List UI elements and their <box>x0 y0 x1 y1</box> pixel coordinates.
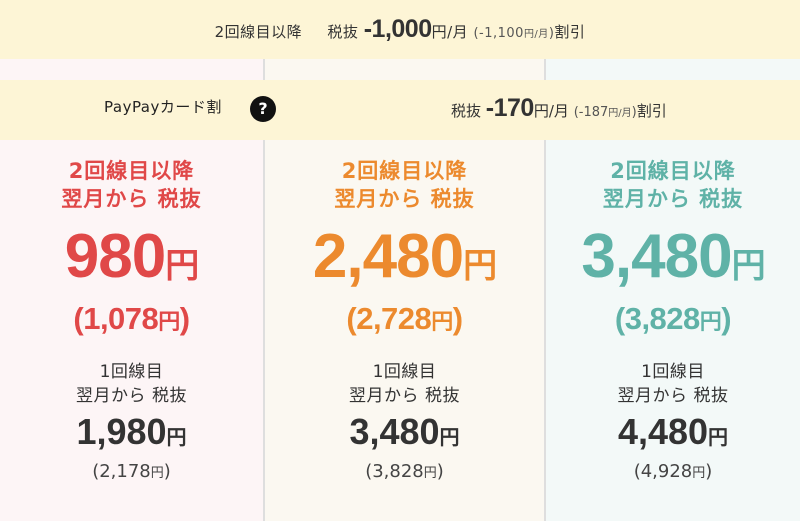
paren-open: (-187 <box>573 105 609 120</box>
column-divider <box>544 0 546 521</box>
first-line-price: 3,480円 <box>265 412 544 458</box>
sub-tax-open: (4,928 <box>633 461 693 482</box>
sub-tax-close: ) <box>436 461 444 482</box>
paren-close: ) <box>631 105 637 120</box>
plan-price-value: 3,480 <box>581 222 732 291</box>
band-gap <box>0 59 800 80</box>
plan-heading-line2: 翌月から 税抜 <box>61 187 202 211</box>
plan-column-3: 2回線目以降 翌月から 税抜 3,480円 (3,828円) 1回線目 翌月から… <box>546 140 800 486</box>
discount-unit: 円/月 <box>431 23 469 41</box>
paypay-card-label: PayPayカード割 <box>104 98 222 116</box>
plan-price-unit: 円 <box>463 247 497 285</box>
sub-tax-unit: 円 <box>150 466 164 481</box>
tax-close: ) <box>452 301 463 336</box>
paypay-tax-label: 税抜 <box>451 102 482 120</box>
plan-heading: 2回線目以降 翌月から 税抜 <box>265 157 544 213</box>
first-line-price-value: 1,980 <box>76 411 167 452</box>
band-gap-cell <box>546 59 800 80</box>
first-line-tax-included: (2,178円) <box>0 460 263 486</box>
plan-heading: 2回線目以降 翌月から 税抜 <box>546 157 800 213</box>
paypay-suffix: 割引 <box>636 102 667 120</box>
plan-price: 2,480円 <box>265 225 544 298</box>
discount-tax-label: 税抜 <box>327 23 359 41</box>
first-line-price-unit: 円 <box>439 427 460 449</box>
first-line-price-unit: 円 <box>708 427 729 449</box>
paypay-amount: -170 <box>485 94 535 122</box>
discount-amount: -1,000 <box>363 15 432 43</box>
plan-price-unit: 円 <box>165 247 199 285</box>
first-line-price-unit: 円 <box>166 427 187 449</box>
paypay-unit: 円/月 <box>533 102 569 120</box>
sub-tax-unit: 円 <box>423 466 437 481</box>
tax-open: (2,728 <box>346 301 432 336</box>
paren-open: (-1,100 <box>473 26 524 41</box>
plan-column-1: 2回線目以降 翌月から 税抜 980円 (1,078円) 1回線目 翌月から 税… <box>0 140 263 486</box>
plan-heading: 2回線目以降 翌月から 税抜 <box>0 157 263 213</box>
plan-price-tax-included: (1,078円) <box>0 299 263 342</box>
sub-tax-close: ) <box>705 461 713 482</box>
first-line-tax-included: (3,828円) <box>265 460 544 486</box>
first-line-heading: 1回線目 翌月から 税抜 <box>265 360 544 408</box>
first-line-tax-included: (4,928円) <box>546 460 800 486</box>
plan-heading-line1: 2回線目以降 <box>610 159 736 183</box>
band-gap-cell <box>265 59 544 80</box>
plan-price: 3,480円 <box>546 225 800 298</box>
plan-price-value: 980 <box>64 222 166 291</box>
first-line-heading-line1: 1回線目 <box>99 362 164 382</box>
plan-heading-line2: 翌月から 税抜 <box>602 187 744 211</box>
first-line-heading: 1回線目 翌月から 税抜 <box>546 360 800 408</box>
first-line-heading-line1: 1回線目 <box>641 362 705 382</box>
multi-line-discount-banner: 2回線目以降 税抜 -1,000円/月 (-1,100円/月)割引 <box>0 0 800 59</box>
first-line-price-value: 4,480 <box>617 411 709 452</box>
first-line-heading: 1回線目 翌月から 税抜 <box>0 360 263 408</box>
discount-lead: 2回線目以降 <box>214 23 303 41</box>
discount-suffix: 割引 <box>554 23 586 41</box>
paypay-tax-included: (-187円/月) <box>574 105 637 120</box>
plan-column-2: 2回線目以降 翌月から 税抜 2,480円 (2,728円) 1回線目 翌月から… <box>265 140 544 486</box>
tax-unit: 円 <box>158 309 180 334</box>
plan-price-tax-included: (3,828円) <box>546 299 800 342</box>
tax-open: (1,078 <box>73 301 159 336</box>
band-gap-cell <box>0 59 263 80</box>
sub-tax-open: (2,178 <box>92 461 151 482</box>
tax-close: ) <box>721 301 732 336</box>
tax-unit: 円 <box>699 309 722 334</box>
sub-tax-unit: 円 <box>692 466 706 481</box>
first-line-heading-line1: 1回線目 <box>372 362 437 382</box>
tax-close: ) <box>179 301 190 336</box>
plan-price-tax-included: (2,728円) <box>265 299 544 342</box>
sub-tax-open: (3,828 <box>365 461 424 482</box>
first-line-heading-line2: 翌月から 税抜 <box>349 386 460 406</box>
sub-tax-close: ) <box>163 461 171 482</box>
tax-unit: 円 <box>431 309 453 334</box>
paren-close: ) <box>548 26 555 41</box>
column-divider <box>263 0 265 521</box>
paypay-discount-banner <box>0 80 800 140</box>
plan-price-value: 2,480 <box>312 222 464 291</box>
first-line-heading-line2: 翌月から 税抜 <box>76 386 187 406</box>
plan-price: 980円 <box>0 225 263 298</box>
plan-heading-line1: 2回線目以降 <box>341 159 468 183</box>
discount-tax-included: (-1,100円/月) <box>473 26 554 41</box>
paren-unit: 円/月 <box>523 29 549 40</box>
paypay-discount-text: 税抜 -170円/月 (-187円/月)割引 <box>451 94 667 123</box>
first-line-price: 1,980円 <box>0 412 263 458</box>
tax-open: (3,828 <box>614 301 700 336</box>
plan-heading-line1: 2回線目以降 <box>68 159 195 183</box>
paren-unit: 円/月 <box>608 108 632 119</box>
plan-price-unit: 円 <box>731 247 766 285</box>
first-line-heading-line2: 翌月から 税抜 <box>617 386 729 406</box>
multi-line-discount-text: 2回線目以降 税抜 -1,000円/月 (-1,100円/月)割引 <box>215 15 586 44</box>
plan-heading-line2: 翌月から 税抜 <box>334 187 475 211</box>
first-line-price: 4,480円 <box>546 412 800 458</box>
question-mark-icon[interactable]: ? <box>250 96 276 122</box>
first-line-price-value: 3,480 <box>349 411 440 452</box>
